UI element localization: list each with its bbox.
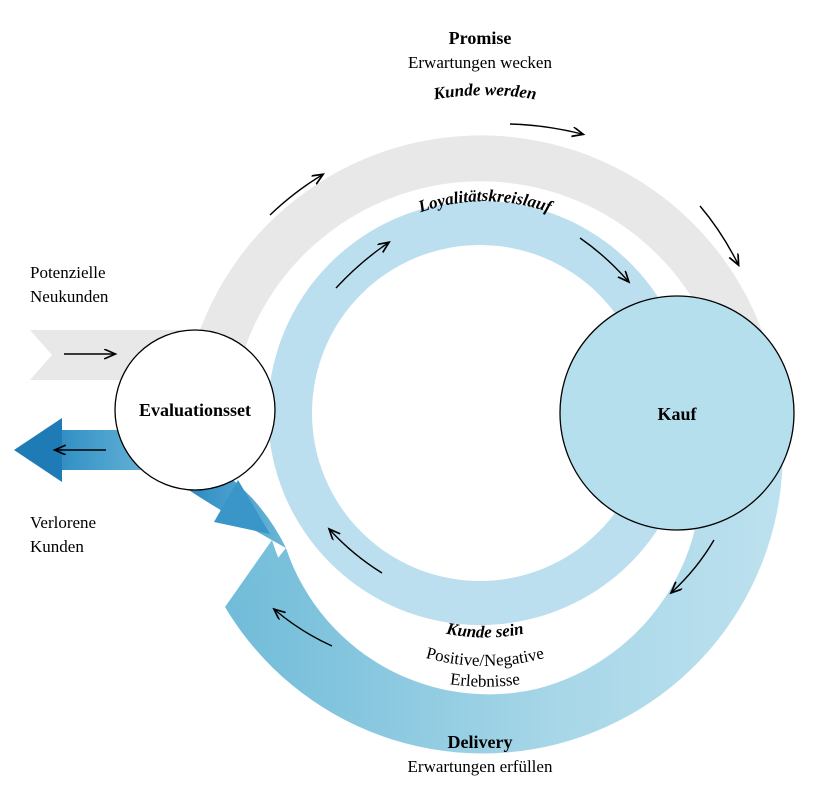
experiences-line2: Erlebnisse [449, 669, 521, 690]
potential-line1: Potenzielle [30, 263, 106, 282]
promise-sub: Erwartungen wecken [408, 53, 552, 72]
customer-journey-diagram: Kunde werden Loyalitätskreislauf Kunde s… [0, 0, 837, 797]
lost-line1: Verlorene [30, 513, 96, 532]
kauf-label: Kauf [657, 404, 697, 424]
potential-line2: Neukunden [30, 287, 109, 306]
evaluation-label: Evaluationsset [139, 400, 251, 420]
delivery-sub: Erwartungen erfüllen [408, 757, 553, 776]
delivery-title: Delivery [448, 732, 513, 752]
lost-line2: Kunden [30, 537, 84, 556]
promise-title: Promise [449, 28, 512, 48]
